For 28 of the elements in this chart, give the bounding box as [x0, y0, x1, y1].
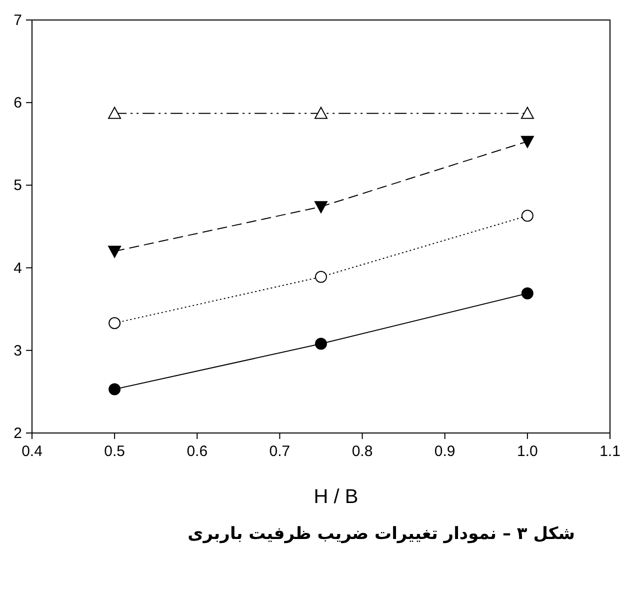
- point: [520, 136, 534, 148]
- y-tick-label: 5: [14, 177, 22, 194]
- y-tick-label: 7: [14, 12, 22, 29]
- point: [521, 287, 534, 300]
- point: [521, 210, 534, 222]
- y-tick-label: 2: [14, 425, 22, 442]
- x-tick-label: 0.6: [186, 443, 208, 460]
- text: شکل ۳ – نمودار تغییرات ضریب ظرفیت باربری: [188, 524, 575, 544]
- point: [108, 106, 122, 119]
- point: [314, 106, 328, 119]
- x-tick-label: 0.7: [269, 443, 290, 460]
- x-tick-label: 1.1: [600, 443, 620, 460]
- point: [314, 201, 328, 214]
- x-tick-label: 1.0: [517, 443, 538, 460]
- x-tick-label: 0.5: [104, 443, 125, 460]
- point: [108, 317, 121, 330]
- point: [108, 383, 121, 396]
- y-tick-label: 4: [14, 260, 22, 277]
- y-tick-label: 6: [14, 94, 22, 112]
- point: [108, 246, 122, 258]
- x-tick-label: 0.9: [434, 443, 456, 460]
- y-tick-label: 3: [14, 342, 22, 360]
- point: [520, 106, 534, 119]
- x-axis-title: H / B: [314, 486, 358, 508]
- x-tick-label: 0.8: [352, 443, 373, 460]
- point: [315, 270, 327, 283]
- x-tick-label: 0.4: [22, 443, 42, 460]
- point: [315, 338, 327, 350]
